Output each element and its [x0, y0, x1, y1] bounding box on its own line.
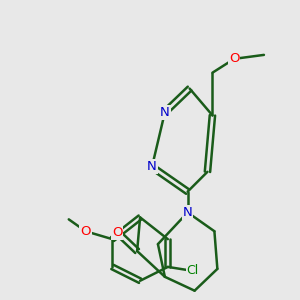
Text: N: N [183, 206, 193, 219]
Text: O: O [112, 226, 123, 239]
Text: N: N [160, 106, 170, 119]
Text: O: O [80, 225, 91, 238]
Text: O: O [229, 52, 239, 65]
Text: Cl: Cl [187, 264, 199, 278]
Text: N: N [147, 160, 157, 173]
